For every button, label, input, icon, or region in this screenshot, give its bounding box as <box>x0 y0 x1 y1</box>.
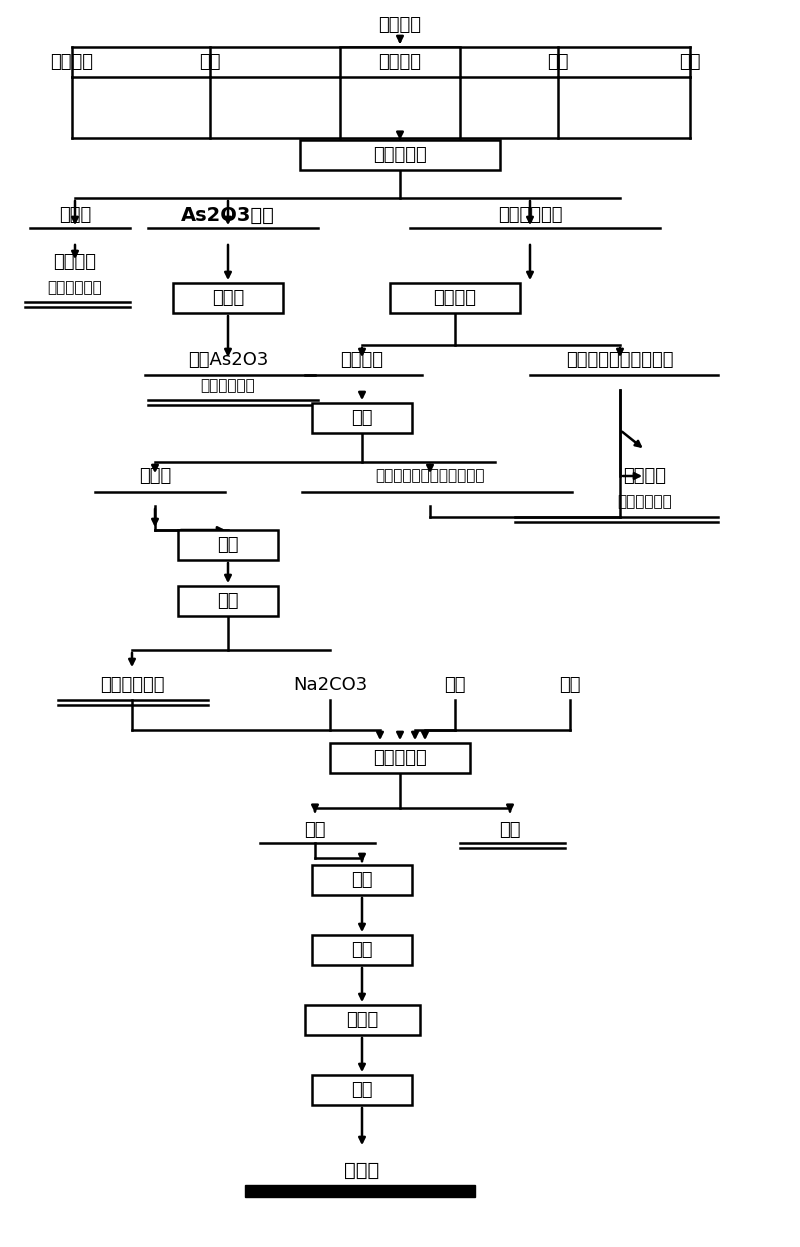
Text: 收尘室: 收尘室 <box>212 289 244 307</box>
Text: 铅铋合金: 铅铋合金 <box>341 350 383 369</box>
Text: 回收处理: 回收处理 <box>623 466 666 485</box>
Text: 浮渣: 浮渣 <box>499 821 521 839</box>
Bar <box>312 865 412 895</box>
Text: 氧化铅粉: 氧化铅粉 <box>50 54 94 71</box>
Text: 除锌: 除锌 <box>351 1081 373 1099</box>
Text: As2O3气体: As2O3气体 <box>181 206 275 224</box>
Text: 铜、锑、砷、金、银残浮渣: 铜、锑、砷、金、银残浮渣 <box>375 469 485 484</box>
Text: 回收As2O3: 回收As2O3 <box>188 350 268 369</box>
Bar <box>340 47 460 77</box>
Text: 高纯铋: 高纯铋 <box>344 1161 380 1180</box>
Text: 反射炉熔炼: 反射炉熔炼 <box>373 749 427 767</box>
Bar <box>245 1185 475 1197</box>
Text: 电解: 电解 <box>218 536 238 554</box>
Text: 铜浮渣: 铜浮渣 <box>59 206 91 224</box>
Bar <box>300 140 500 170</box>
Text: 鼓风炉熔炼: 鼓风炉熔炼 <box>373 146 427 165</box>
Text: 铅为主的合金: 铅为主的合金 <box>498 206 562 224</box>
Bar <box>178 586 278 616</box>
Bar <box>178 530 278 560</box>
Text: 焦煤: 焦煤 <box>559 676 581 695</box>
Text: 捞银渣: 捞银渣 <box>346 1011 378 1029</box>
Text: 除铅: 除铅 <box>351 870 373 889</box>
Text: 回收处理: 回收处理 <box>54 253 97 271</box>
Bar <box>312 935 412 965</box>
Text: 含铋物料: 含铋物料 <box>378 16 422 34</box>
Text: 阳极板: 阳极板 <box>139 466 171 485</box>
Text: 粗铋: 粗铋 <box>304 821 326 839</box>
Text: 除锑: 除锑 <box>351 941 373 959</box>
Text: 水洗: 水洗 <box>218 592 238 610</box>
Text: 电热前床: 电热前床 <box>434 289 477 307</box>
Text: （其它工序）: （其它工序） <box>201 379 255 394</box>
Text: （其它工序）: （其它工序） <box>618 495 672 510</box>
Text: 加热: 加热 <box>351 409 373 426</box>
Text: 铁屑: 铁屑 <box>547 54 569 71</box>
Text: （其它工序）: （其它工序） <box>48 281 102 296</box>
Text: 机械破碎: 机械破碎 <box>378 54 422 71</box>
Text: Na2CO3: Na2CO3 <box>293 676 367 695</box>
Bar <box>173 283 283 313</box>
Bar <box>330 743 470 773</box>
Text: 铁屑: 铁屑 <box>444 676 466 695</box>
Bar <box>312 1075 412 1105</box>
Text: 萤石: 萤石 <box>199 54 221 71</box>
Text: 铜、锑、金、银、砷渣: 铜、锑、金、银、砷渣 <box>566 350 674 369</box>
Text: 焦煤: 焦煤 <box>679 54 701 71</box>
Text: 含铋湿阳极泥: 含铋湿阳极泥 <box>100 676 164 695</box>
Bar <box>390 283 520 313</box>
Bar <box>312 403 412 433</box>
Bar <box>305 1005 419 1035</box>
